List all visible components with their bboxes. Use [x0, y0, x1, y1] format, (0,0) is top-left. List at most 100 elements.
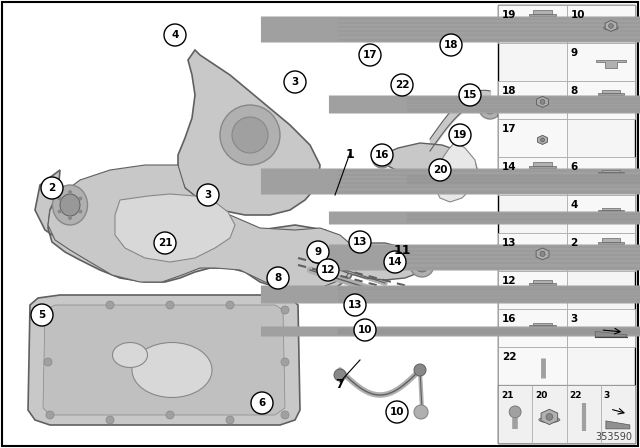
Circle shape [164, 24, 186, 46]
FancyBboxPatch shape [498, 81, 566, 119]
Ellipse shape [604, 26, 618, 30]
Text: 3: 3 [204, 190, 212, 200]
Text: 13: 13 [502, 238, 516, 248]
FancyBboxPatch shape [566, 81, 635, 119]
FancyBboxPatch shape [498, 119, 566, 157]
Circle shape [414, 405, 428, 419]
Text: 16: 16 [375, 150, 389, 160]
FancyBboxPatch shape [602, 170, 620, 172]
Circle shape [307, 241, 329, 263]
Circle shape [484, 102, 496, 114]
Polygon shape [115, 194, 235, 262]
Circle shape [281, 411, 289, 419]
FancyBboxPatch shape [602, 238, 620, 242]
Circle shape [429, 159, 451, 181]
Polygon shape [536, 248, 549, 260]
Polygon shape [35, 170, 358, 293]
Text: 2: 2 [49, 183, 56, 193]
FancyBboxPatch shape [566, 385, 601, 443]
FancyBboxPatch shape [498, 271, 566, 309]
Text: 9: 9 [314, 247, 321, 257]
Circle shape [78, 197, 83, 201]
FancyBboxPatch shape [598, 210, 624, 211]
FancyBboxPatch shape [598, 93, 624, 95]
Circle shape [46, 411, 54, 419]
FancyBboxPatch shape [598, 242, 624, 244]
Text: 3: 3 [604, 391, 610, 400]
Circle shape [459, 84, 481, 106]
Polygon shape [605, 21, 617, 31]
Circle shape [479, 97, 501, 119]
Circle shape [317, 259, 339, 281]
Circle shape [251, 392, 273, 414]
Circle shape [440, 34, 462, 56]
Circle shape [414, 364, 426, 376]
Circle shape [31, 304, 53, 326]
FancyBboxPatch shape [498, 385, 532, 443]
Circle shape [449, 124, 471, 146]
Text: 19: 19 [453, 130, 467, 140]
Text: 17: 17 [502, 124, 516, 134]
Text: 3: 3 [570, 314, 578, 324]
FancyBboxPatch shape [529, 325, 556, 326]
Text: 8: 8 [570, 86, 578, 96]
Text: 12: 12 [321, 265, 335, 275]
Text: 21: 21 [501, 391, 513, 400]
FancyBboxPatch shape [498, 5, 566, 43]
Circle shape [344, 294, 366, 316]
Circle shape [226, 416, 234, 424]
Circle shape [41, 177, 63, 199]
Text: 8: 8 [275, 273, 282, 283]
Ellipse shape [132, 343, 212, 397]
Circle shape [386, 401, 408, 423]
Text: 21: 21 [157, 238, 172, 248]
Text: 20: 20 [535, 391, 548, 400]
Polygon shape [330, 243, 422, 280]
Circle shape [334, 369, 346, 381]
Circle shape [58, 210, 61, 214]
FancyBboxPatch shape [601, 385, 635, 443]
Text: 18: 18 [444, 40, 458, 50]
FancyBboxPatch shape [532, 385, 566, 443]
Circle shape [391, 74, 413, 96]
Circle shape [68, 216, 72, 220]
Polygon shape [536, 96, 548, 108]
Text: 11: 11 [393, 244, 411, 257]
Circle shape [281, 358, 289, 366]
Text: 4: 4 [570, 200, 578, 210]
Circle shape [267, 267, 289, 289]
Circle shape [540, 99, 545, 104]
FancyBboxPatch shape [533, 162, 552, 166]
Circle shape [354, 319, 376, 341]
FancyBboxPatch shape [602, 90, 620, 93]
Text: 5: 5 [38, 310, 45, 320]
FancyBboxPatch shape [498, 309, 566, 347]
FancyBboxPatch shape [529, 14, 556, 16]
Ellipse shape [60, 194, 80, 216]
Text: 22: 22 [395, 80, 409, 90]
Polygon shape [538, 135, 547, 144]
Circle shape [546, 414, 553, 420]
FancyBboxPatch shape [566, 157, 635, 195]
Text: 16: 16 [502, 314, 516, 324]
FancyBboxPatch shape [529, 283, 556, 284]
Text: 10: 10 [570, 10, 585, 20]
Polygon shape [541, 409, 557, 425]
Circle shape [166, 301, 174, 309]
FancyBboxPatch shape [566, 233, 635, 271]
Circle shape [44, 306, 52, 314]
Circle shape [509, 406, 521, 418]
FancyBboxPatch shape [498, 157, 566, 195]
Ellipse shape [539, 417, 560, 422]
Text: 9: 9 [570, 48, 578, 58]
Text: 12: 12 [502, 276, 516, 286]
Circle shape [106, 416, 114, 424]
FancyBboxPatch shape [498, 233, 566, 271]
Circle shape [372, 148, 392, 168]
Text: 3: 3 [291, 77, 299, 87]
FancyBboxPatch shape [533, 10, 552, 14]
Circle shape [78, 210, 83, 214]
Ellipse shape [52, 185, 88, 225]
Ellipse shape [534, 254, 550, 258]
Circle shape [540, 251, 545, 257]
